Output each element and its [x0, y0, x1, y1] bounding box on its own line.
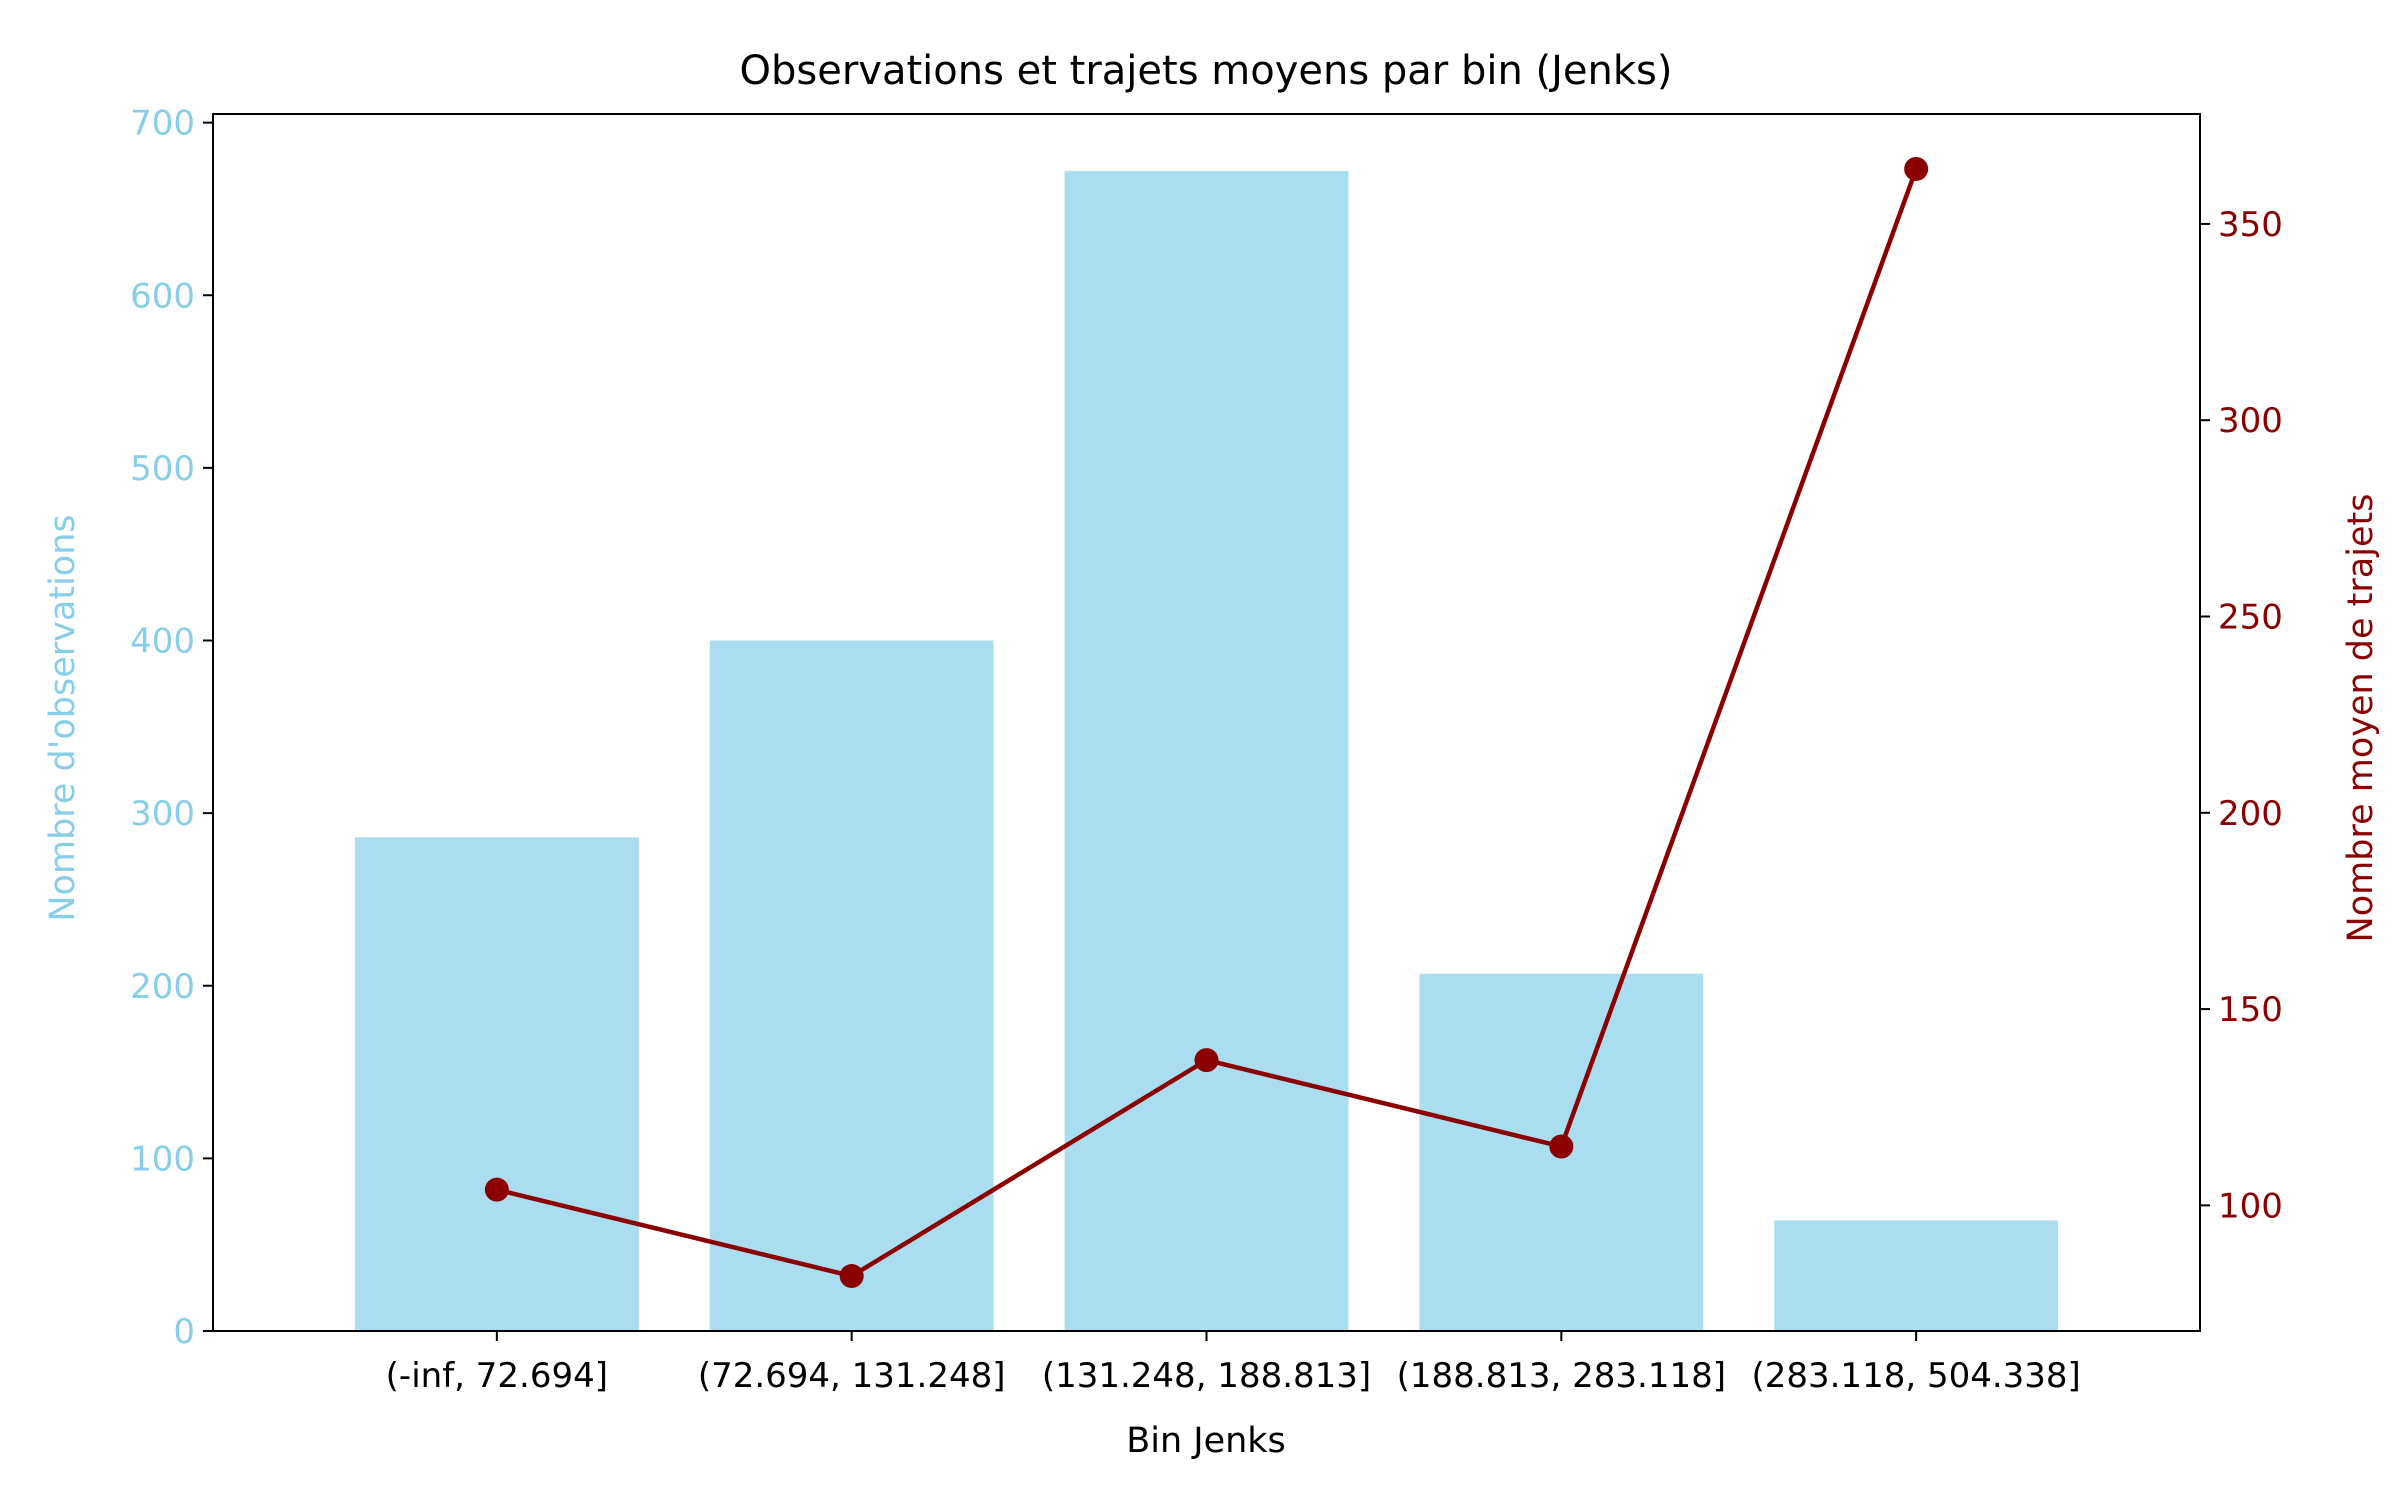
line-point-5: [1904, 156, 1929, 181]
line-point-2: [839, 1264, 864, 1289]
y-tick-label-100: 100: [130, 1139, 195, 1179]
y-tick-label-400: 400: [130, 622, 195, 662]
y2-tick-label-150: 150: [2218, 990, 2283, 1030]
line-point-4: [1549, 1134, 1574, 1159]
bar-1: [354, 837, 639, 1331]
y-tick-label-600: 600: [130, 276, 195, 316]
x-tick-label-3: (131.248, 188.813]: [1042, 1356, 1371, 1396]
line-point-3: [1194, 1048, 1219, 1073]
y-tick-label-200: 200: [130, 967, 195, 1007]
line-layer: [484, 156, 1929, 1289]
x-axis-label: Bin Jenks: [1126, 1421, 1286, 1461]
y2-tick-label-300: 300: [2218, 401, 2283, 441]
y-tick-label-300: 300: [130, 794, 195, 834]
y2-tick-label-350: 350: [2218, 205, 2283, 245]
bar-2: [709, 640, 994, 1331]
chart-title: Observations et trajets moyens par bin (…: [740, 48, 1673, 94]
x-tick-label-5: (283.118, 504.338]: [1751, 1356, 2080, 1396]
y-axis-label: Nombre d'observations: [43, 514, 83, 921]
y-tick-label-0: 0: [173, 1312, 195, 1352]
bars-layer: [354, 170, 2059, 1332]
bar-3: [1064, 170, 1349, 1332]
y2-tick-label-200: 200: [2218, 794, 2283, 834]
ticks-layer: 0 100 200 300 400 500 600 700 100 150 200 250 300 350…: [130, 104, 2283, 1396]
y2-axis-label: Nombre moyen de trajets: [2341, 494, 2381, 943]
x-tick-label-4: (188.813, 283.118]: [1397, 1356, 1726, 1396]
y2-tick-label-250: 250: [2218, 598, 2283, 638]
x-tick-label-2: (72.694, 131.248]: [698, 1356, 1006, 1396]
bar-5: [1774, 1220, 2059, 1331]
x-tick-label-1: (-inf, 72.694]: [386, 1356, 608, 1396]
y-tick-label-500: 500: [130, 449, 195, 489]
y-tick-label-700: 700: [130, 104, 195, 144]
line-point-1: [484, 1177, 509, 1202]
y2-tick-label-100: 100: [2218, 1186, 2283, 1226]
